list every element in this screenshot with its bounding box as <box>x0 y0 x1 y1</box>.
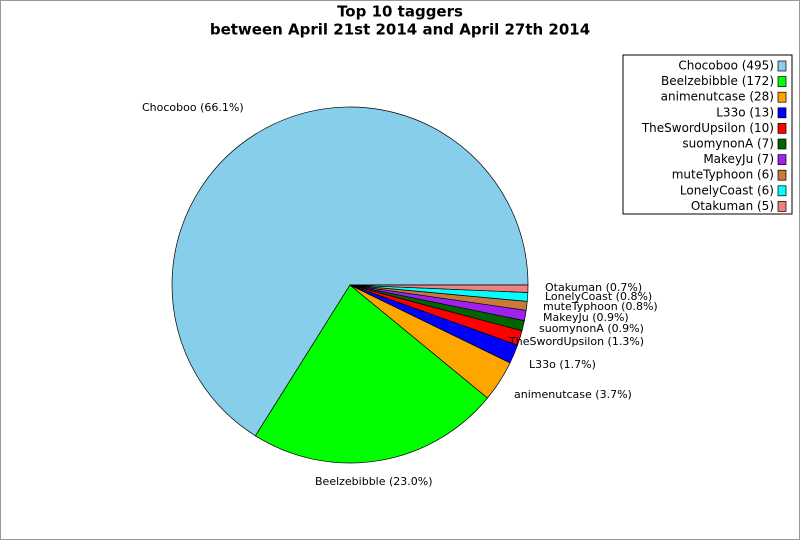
legend-label: LonelyCoast (6) <box>680 183 774 197</box>
slice-label: L33o (1.7%) <box>529 358 596 371</box>
legend-box <box>622 54 793 215</box>
slice-label: Otakuman (0.7%) <box>545 281 642 294</box>
pie-slice <box>349 284 529 293</box>
legend-swatch <box>777 169 787 181</box>
legend-swatch <box>777 107 787 119</box>
legend-swatch <box>777 91 787 103</box>
legend-label: Otakuman (5) <box>691 199 774 213</box>
slice-label: Chocoboo (66.1%) <box>142 101 244 114</box>
legend-label: MakeyJu (7) <box>703 152 774 166</box>
legend-swatch <box>777 123 787 134</box>
legend-swatch <box>777 185 787 197</box>
slice-label: MakeyJu (0.9%) <box>543 311 629 324</box>
legend-label: animenutcase (28) <box>661 90 774 104</box>
chart-subtitle: between April 21st 2014 and April 27th 2… <box>210 21 590 39</box>
legend-label: L33o (13) <box>716 105 774 119</box>
slice-label: Beelzebibble (23.0%) <box>315 475 433 488</box>
pie-slice <box>254 284 489 464</box>
pie-slice <box>171 106 529 437</box>
legend-label: Chocoboo (495) <box>678 59 774 73</box>
slice-label: TheSwordUpsilon (1.3%) <box>508 335 644 348</box>
slice-label: muteTyphoon (0.8%) <box>543 300 658 313</box>
legend-label: Beelzebibble (172) <box>661 74 774 88</box>
legend-label: suomynonA (7) <box>682 137 774 151</box>
legend-swatch <box>777 60 787 72</box>
legend-label: muteTyphoon (6) <box>672 168 774 182</box>
legend-swatch <box>777 201 787 212</box>
slice-label: LonelyCoast (0.8%) <box>545 290 652 303</box>
legend-swatch <box>777 154 787 165</box>
slice-label: suomynonA (0.9%) <box>539 322 644 335</box>
legend-swatch <box>777 76 787 87</box>
legend-swatch <box>777 138 787 150</box>
slice-label: animenutcase (3.7%) <box>514 388 632 401</box>
legend-label: TheSwordUpsilon (10) <box>641 121 774 135</box>
chart-title: Top 10 taggers <box>337 3 463 21</box>
